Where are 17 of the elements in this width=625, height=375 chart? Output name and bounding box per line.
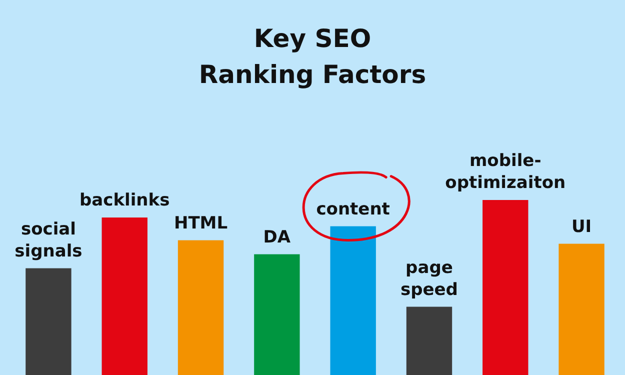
x-tick-label: content <box>316 199 390 220</box>
bar <box>178 240 224 375</box>
x-tick-label: DA <box>263 227 292 248</box>
x-tick-label: page speed <box>400 258 458 300</box>
x-tick-label: backlinks <box>80 190 170 210</box>
x-tick-label: UI <box>571 216 592 237</box>
bar <box>330 226 376 375</box>
x-tick-label: social signals <box>14 219 82 262</box>
x-tick-label: mobile- optimizaiton <box>445 151 566 193</box>
chart-title: Key SEO Ranking Factors <box>198 24 426 89</box>
bar <box>406 306 452 375</box>
bar <box>482 200 528 375</box>
bar <box>558 244 604 375</box>
bar <box>254 254 300 375</box>
bar <box>102 218 148 375</box>
x-tick-label: HTML <box>174 213 228 234</box>
bar <box>26 268 72 375</box>
